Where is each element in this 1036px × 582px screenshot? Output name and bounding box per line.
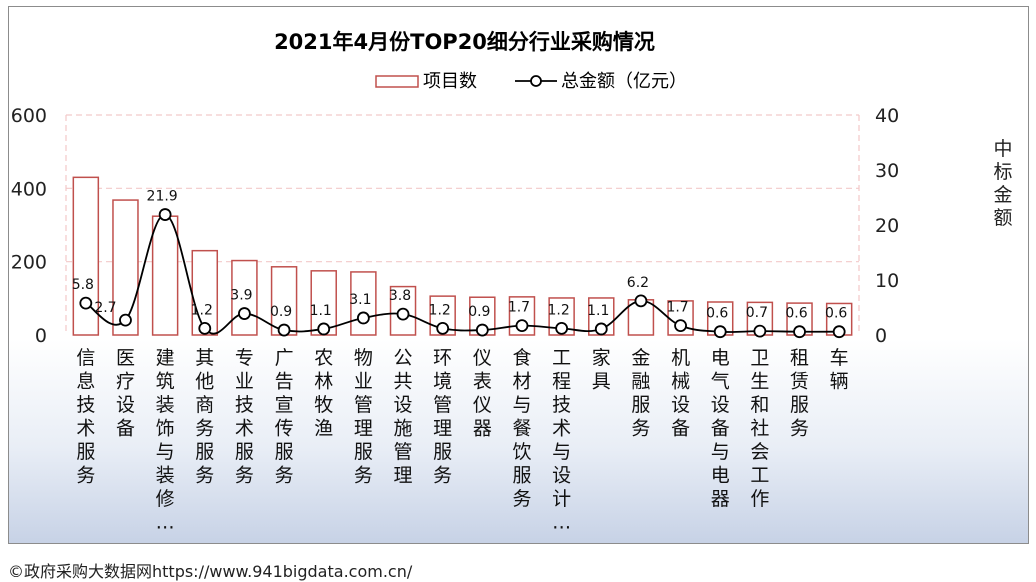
x-tick-label: 建筑装饰与装修… <box>156 347 175 534</box>
x-tick-label: 工程技术与设计… <box>552 347 571 534</box>
line-point <box>277 323 291 337</box>
line-point <box>634 294 648 308</box>
line-point <box>515 319 529 333</box>
x-tick-label: 仪表仪器 <box>473 347 492 440</box>
bar <box>270 266 298 336</box>
line-point <box>793 325 806 339</box>
x-tick-label: 电气设备与电器 <box>711 347 730 510</box>
line-point <box>79 296 93 310</box>
x-tick-label: 公共设施管理 <box>394 347 413 487</box>
bar <box>231 259 258 336</box>
x-tick-label: 广告宣传服务 <box>275 347 294 487</box>
line-point <box>356 311 370 325</box>
line-data-label: 6.2 <box>627 275 649 291</box>
line-point <box>158 208 172 221</box>
y-left-tick-label: 200 <box>11 252 47 274</box>
y-right-axis-title: 中 <box>993 138 1012 160</box>
line-point <box>475 323 489 337</box>
x-tick-label: 租赁服务 <box>790 347 809 440</box>
y-right-tick-label: 0 <box>875 325 887 347</box>
line-point <box>317 322 331 336</box>
line-data-label: 1.2 <box>429 302 451 318</box>
line-point <box>436 321 450 335</box>
y-right-tick-label: 20 <box>875 215 899 237</box>
y-right-axis-title: 标 <box>993 161 1012 183</box>
legend-bar-label: 项目数 <box>423 71 477 92</box>
y-right-axis-title: 金 <box>993 184 1012 206</box>
line-point <box>832 325 846 339</box>
y-left-tick-label: 0 <box>35 325 47 347</box>
line-point <box>198 321 212 335</box>
y-right-tick-label: 10 <box>875 270 899 292</box>
line-point <box>594 322 608 336</box>
line-point <box>753 324 767 338</box>
x-tick-label: 食材与餐饮服务 <box>512 347 531 510</box>
y-left-tick-label: 600 <box>11 105 47 127</box>
bar <box>350 271 377 336</box>
line-point <box>238 307 251 320</box>
line-data-label: 3.1 <box>349 292 371 308</box>
x-tick-label: 卫生和社会工作 <box>750 347 769 510</box>
chart-title: 2021年4月份TOP20细分行业采购情况 <box>274 30 655 54</box>
legend-line-marker <box>530 75 542 87</box>
legend-bar-swatch <box>375 75 419 88</box>
line-data-label: 0.6 <box>706 306 728 322</box>
line-data-label: 0.9 <box>270 304 292 320</box>
x-tick-label: 金融服务 <box>631 347 650 440</box>
line-point <box>396 307 410 321</box>
x-tick-label: 其他商务服务 <box>195 347 214 487</box>
y-right-tick-label: 30 <box>875 160 899 182</box>
line-data-label: 3.8 <box>389 288 411 304</box>
x-tick-label: 车辆 <box>830 347 849 393</box>
line-data-label: 1.1 <box>310 303 332 319</box>
x-tick-label: 农林牧渔 <box>314 347 333 440</box>
line-data-label: 3.9 <box>230 288 252 304</box>
bar <box>151 215 179 336</box>
line-data-label: 1.7 <box>666 300 688 316</box>
x-tick-label: 物业管理服务 <box>354 347 373 487</box>
bar <box>191 249 219 336</box>
x-tick-label: 专业技术服务 <box>235 347 254 487</box>
line-data-label: 1.2 <box>547 302 569 318</box>
line-data-label: 0.6 <box>785 306 807 322</box>
line-data-label: 0.6 <box>825 306 847 322</box>
line-point <box>119 313 132 327</box>
line-data-label: 5.8 <box>72 277 94 293</box>
line-data-label: 2.7 <box>94 300 116 316</box>
line-data-label: 1.2 <box>191 302 213 318</box>
source-credit: ©政府采购大数据网https://www.941bigdata.com.cn/ <box>8 562 413 581</box>
y-right-tick-label: 40 <box>875 105 899 127</box>
line-data-label: 1.1 <box>587 303 609 319</box>
line-point <box>674 319 687 333</box>
line-point <box>713 325 727 339</box>
x-tick-label: 环境管理服务 <box>433 347 452 487</box>
y-right-axis-title: 额 <box>993 207 1012 229</box>
line-data-label: 0.7 <box>746 305 768 321</box>
legend-line-label: 总金额（亿元） <box>561 71 687 92</box>
line-point <box>555 321 569 335</box>
x-tick-label: 医疗设备 <box>116 347 135 440</box>
line-data-label: 1.7 <box>508 300 530 316</box>
line-data-label: 21.9 <box>147 189 178 205</box>
y-left-tick-label: 400 <box>11 178 47 200</box>
chart-frame: 2021年4月份TOP20细分行业采购情况 项目数 总金额（亿元） 0 200 400 60… <box>8 6 1029 544</box>
bar <box>112 199 139 336</box>
line-data-label: 0.9 <box>468 304 490 320</box>
x-tick-label: 信息技术服务 <box>76 347 95 487</box>
x-tick-label: 机械设备 <box>671 347 690 440</box>
x-tick-label: 家具 <box>592 347 611 393</box>
